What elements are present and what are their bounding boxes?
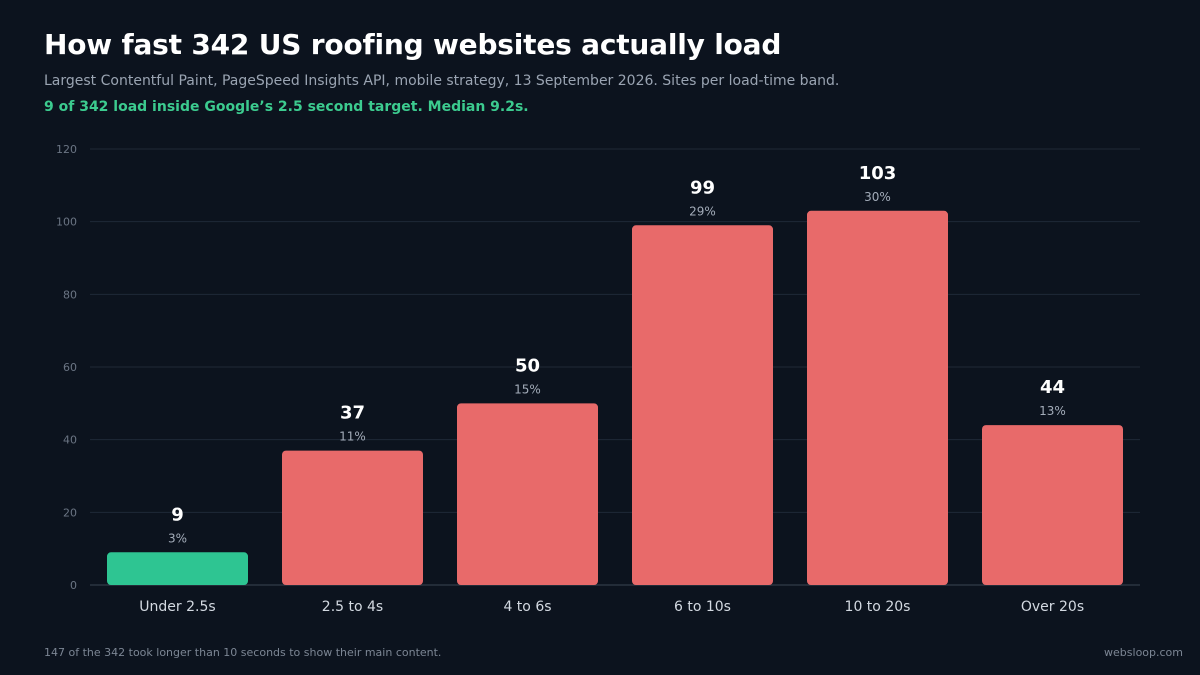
chart-subtitle: Largest Contentful Paint, PageSpeed Insi… xyxy=(44,73,840,89)
bar-percent-label: 3% xyxy=(168,531,187,545)
bar-10-to-20s xyxy=(807,210,948,585)
axes: 0 20 40 60 80 100 120 Under 2.5s 2.5 to 4s 4 to 6… xyxy=(56,143,1084,615)
bar-value-label: 37 xyxy=(340,403,365,424)
bar-value-label: 50 xyxy=(515,355,540,376)
x-tick-label: 4 to 6s xyxy=(503,599,551,615)
y-tick-label: 20 xyxy=(63,506,77,519)
bar-4-to-6s xyxy=(457,403,598,585)
bar-6-to-10s xyxy=(632,225,773,586)
data-labels: 9 3% 37 11% 50 15% 99 29% 103 30% 44 13% xyxy=(168,163,1066,546)
x-tick-label: Under 2.5s xyxy=(139,599,215,615)
y-tick-label: 100 xyxy=(56,216,77,229)
bar-value-label: 9 xyxy=(171,504,184,525)
bar-percent-label: 29% xyxy=(689,204,716,218)
bar-value-label: 44 xyxy=(1040,377,1065,398)
bar-value-label: 99 xyxy=(690,177,715,198)
y-tick-label: 120 xyxy=(56,143,77,156)
gridlines xyxy=(90,148,1140,586)
bar-2-5-to-4s xyxy=(282,450,423,585)
bars xyxy=(107,210,1123,586)
bar-under-2-5s xyxy=(107,552,248,585)
bar-percent-label: 30% xyxy=(864,190,891,204)
bar-value-label: 103 xyxy=(859,163,897,184)
x-tick-label: 2.5 to 4s xyxy=(322,599,383,615)
y-tick-label: 0 xyxy=(70,579,77,592)
x-tick-label: 10 to 20s xyxy=(845,599,911,615)
x-tick-label: 6 to 10s xyxy=(674,599,731,615)
bar-percent-label: 13% xyxy=(1039,404,1066,418)
bar-over-20s xyxy=(982,425,1123,585)
y-tick-label: 80 xyxy=(63,288,77,301)
y-tick-label: 40 xyxy=(63,434,77,447)
x-tick-label: Over 20s xyxy=(1021,599,1084,615)
bar-percent-label: 15% xyxy=(514,382,541,396)
y-tick-label: 60 xyxy=(63,361,77,374)
chart-highlight: 9 of 342 load inside Google’s 2.5 second… xyxy=(44,99,529,115)
chart-title: How fast 342 US roofing websites actuall… xyxy=(44,28,782,61)
bar-percent-label: 11% xyxy=(339,430,366,444)
footer-note: 147 of the 342 took longer than 10 secon… xyxy=(44,646,442,659)
footer-brand[interactable]: websloop.com xyxy=(1104,646,1183,659)
